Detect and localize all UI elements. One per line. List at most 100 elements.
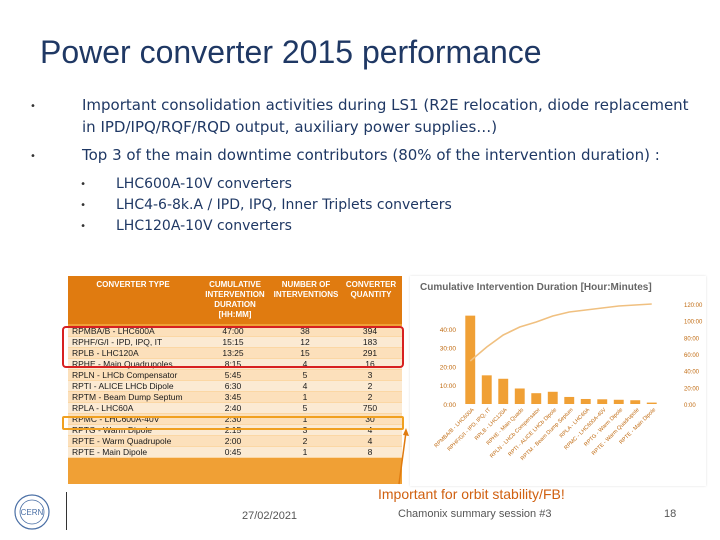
duration-cell: 5:45 [224,370,242,380]
duration-cell: 13:25 [222,348,244,358]
converter-type-cell: RPTI - ALICE LHCb Dipole [72,381,174,391]
bullet-text: Top 3 of the main downtime contributors … [82,146,660,164]
table-row: RPTI - ALICE LHCb Dipole 6:30 4 2 [68,381,402,392]
converter-type-cell: RPLB - LHC120A [72,348,139,358]
cern-logo-icon: CERN [14,494,50,530]
quantity-cell: 394 [362,326,378,336]
quantity-cell: 183 [362,337,378,347]
sub-bullet-text: LHC600A-10V converters [116,176,292,192]
interventions-cell: 3 [302,425,308,435]
converter-type-cell: RPTM - Beam Dump Septum [72,392,183,402]
table-header: CONVERTER TYPE CUMULATIVE INTERVENTION D… [68,276,402,324]
table-row: RPTM - Beam Dump Septum 3:45 1 2 [68,392,402,403]
table-row: RPMC - LHC600A-40V 2:30 1 30 [68,414,402,425]
chart-bar [564,396,575,404]
interventions-cell: 5 [302,370,308,380]
duration-cell: 2:30 [224,414,242,424]
footer-date: 27/02/2021 [242,510,298,522]
y2-tick-label: 120:00 [684,303,703,309]
converter-type-cell: RPTE - Warm Quadrupole [72,436,172,446]
chart-title: Cumulative Intervention Duration [Hour:M… [420,282,652,293]
interventions-cell: 15 [300,348,310,358]
y2-tick-label: 60:00 [684,353,700,359]
interventions-cell: 1 [302,447,308,457]
y-tick-label: 20:00 [440,364,457,371]
y2-tick-label: 0:00 [684,403,696,409]
interventions-cell: 1 [302,414,308,424]
quantity-cell: 30 [365,414,375,424]
chart-bar [531,393,542,404]
table-row: RPLA - LHC60A 2:40 5 750 [68,403,402,414]
chart-bar [580,398,591,404]
table-body: RPMBA/B - LHC600A 47:00 38 394 RPHF/G/I - IP… [68,326,402,458]
converter-type-cell: RPMBA/B - LHC600A [72,326,155,336]
chart-bar [514,388,525,404]
table-row: RPLN - LHCb Compensator 5:45 5 3 [68,370,402,381]
chart-bar [465,315,476,404]
interventions-cell: 2 [302,436,308,446]
chart-bar [646,402,657,404]
chart-bar [630,400,641,404]
page-number: 18 [664,508,677,520]
table-row: RPHF/G/I - IPD, IPQ, IT 15:15 12 183 [68,337,402,348]
column-header: CONVERTER QUANTITY [345,280,397,299]
interventions-cell: 4 [302,359,308,369]
chart-bar [498,378,509,404]
cumulative-line [469,303,652,362]
chart-bar [597,399,608,404]
chart-bar [481,375,492,404]
bullet-list: • Important consolidation activities duri… [30,94,690,237]
y-tick-label: 30:00 [440,346,457,353]
quantity-cell: 2 [367,392,373,402]
table-row: RPTG - Warm Dipole 2:15 3 4 [68,425,402,436]
duration-cell: 2:15 [224,425,242,435]
chart-canvas: 40:00 30:00 20:00 10:00 0:00 120:00 100:00 80:0… [434,303,703,462]
table-row: RPLB - LHC120A 13:25 15 291 [68,348,402,359]
y2-tick-label: 80:00 [684,336,700,342]
quantity-cell: 2 [367,381,373,391]
footer-session: Chamonix summary session #3 [398,508,552,520]
duration-cell: 6:30 [224,381,242,391]
sub-bullet-text: LHC4-6-8k.A / IPD, IPQ, Inner Triplets c… [116,197,452,213]
y-tick-label: 10:00 [440,383,457,390]
table-row: RPTE - Main Dipole 0:45 1 8 [68,447,402,458]
sub-bullet-item: • LHC600A-10V converters [30,174,690,195]
column-header: NUMBER OF INTERVENTIONS [273,280,339,299]
quantity-cell: 3 [367,370,373,380]
interventions-cell: 12 [300,337,310,347]
interventions-cell: 4 [302,381,308,391]
duration-cell: 3:45 [224,392,242,402]
y2-tick-label: 40:00 [684,370,700,376]
column-header: CONVERTER TYPE [96,280,170,289]
table-row: RPTE - Warm Quadrupole 2:00 2 4 [68,436,402,447]
converter-type-cell: RPHE - Main Quadrupoles [72,359,173,369]
duration-cell: 8:15 [224,359,242,369]
converter-type-cell: RPLA - LHC60A [72,403,134,413]
interventions-cell: 1 [302,392,308,402]
quantity-cell: 16 [365,359,375,369]
converter-type-cell: RPHF/G/I - IPD, IPQ, IT [72,337,163,347]
bullet-item: • Top 3 of the main downtime contributors… [30,144,690,168]
y-tick-label: 40:00 [440,327,457,334]
quantity-cell: 8 [367,447,373,457]
y2-tick-label: 20:00 [684,386,700,392]
chart-bar [547,391,558,404]
top-contributors-highlight [62,326,404,368]
table-row: RPMBA/B - LHC600A 47:00 38 394 [68,326,402,337]
slide-title: Power converter 2015 performance [40,34,542,70]
quantity-cell: 4 [367,436,373,446]
duration-cell: 15:15 [222,337,244,347]
duration-cell: 0:45 [224,447,242,457]
converter-type-cell: RPTG - Warm Dipole [72,425,152,435]
quantity-cell: 291 [362,348,378,358]
column-header: CUMULATIVE INTERVENTION DURATION [HH:MM] [205,280,265,319]
converter-type-cell: RPMC - LHC600A-40V [72,414,160,424]
duration-cell: 47:00 [222,326,244,336]
logo-text: CERN [21,508,44,517]
arrow-icon [398,428,409,485]
orbit-note: Important for orbit stability/FB! [378,486,565,502]
chart-bar [613,399,624,404]
sub-bullet-item: • LHC4-6-8k.A / IPD, IPQ, Inner Triplets … [30,195,690,216]
footer-divider [66,492,67,530]
converter-type-cell: RPLN - LHCb Compensator [72,370,178,380]
